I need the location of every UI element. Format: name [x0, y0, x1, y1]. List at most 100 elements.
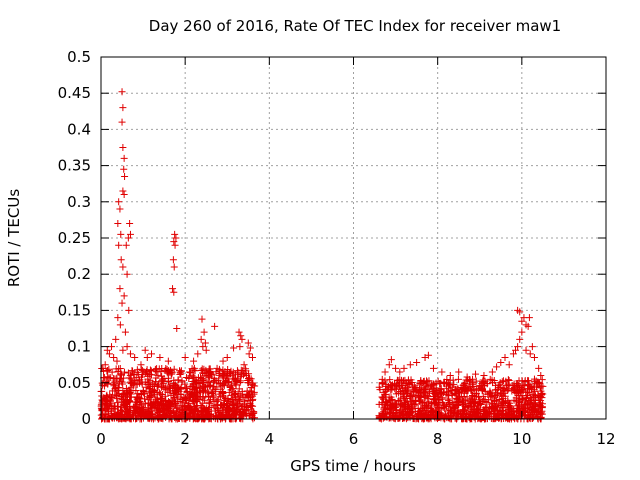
data-point: [224, 403, 232, 411]
data-point: [244, 376, 252, 384]
data-point: [231, 389, 239, 397]
data-point: [444, 388, 452, 396]
data-point: [487, 414, 495, 422]
data-point: [170, 376, 178, 384]
data-point: [116, 285, 124, 293]
data-point: [215, 371, 223, 379]
data-point: [423, 380, 431, 388]
data-point: [133, 366, 141, 374]
chart-title: Day 260 of 2016, Rate Of TEC Index for r…: [149, 17, 561, 35]
data-point: [173, 325, 181, 332]
data-point: [454, 401, 462, 409]
data-point: [191, 414, 199, 422]
data-point: [480, 372, 488, 380]
data-point: [158, 364, 166, 372]
data-point: [178, 377, 186, 385]
data-point: [467, 386, 475, 394]
data-point: [400, 364, 408, 372]
data-point: [387, 382, 395, 390]
data-point: [530, 375, 538, 383]
data-point: [223, 353, 231, 361]
data-point: [112, 335, 120, 343]
data-point: [171, 241, 179, 249]
data-point: [198, 365, 206, 373]
data-point: [198, 375, 206, 383]
data-point: [213, 383, 221, 391]
y-tick-label: 0.35: [58, 157, 91, 175]
data-point: [514, 343, 522, 351]
data-point: [217, 410, 225, 418]
y-tick-label: 0.2: [67, 265, 91, 283]
data-point: [469, 399, 477, 407]
data-point: [176, 397, 184, 405]
data-point: [114, 220, 122, 228]
data-point: [179, 399, 187, 407]
data-point: [215, 379, 223, 387]
data-point: [492, 386, 500, 394]
data-point: [522, 346, 530, 354]
y-tick-label: 0.4: [67, 120, 91, 138]
data-point: [123, 343, 131, 351]
data-point: [528, 414, 536, 422]
data-point: [139, 405, 147, 413]
data-point: [206, 400, 214, 408]
data-point: [461, 402, 469, 410]
data-point: [118, 407, 126, 415]
data-point: [395, 413, 403, 421]
data-point: [141, 400, 149, 408]
y-tick-label: 0.1: [67, 338, 91, 356]
data-point: [535, 378, 543, 386]
data-point: [434, 396, 442, 404]
data-point: [176, 370, 184, 378]
data-point: [196, 380, 204, 388]
data-point: [514, 397, 522, 405]
x-tick-label: 10: [512, 430, 531, 448]
data-point: [433, 408, 441, 416]
data-point: [128, 367, 136, 375]
x-tick-label: 12: [596, 430, 615, 448]
data-point: [101, 410, 109, 418]
data-point: [406, 361, 414, 369]
data-point: [113, 374, 121, 382]
data-point: [466, 382, 474, 390]
data-point: [230, 344, 238, 352]
data-point: [153, 382, 161, 390]
data-point: [213, 397, 221, 405]
data-point: [128, 379, 136, 387]
data-point: [118, 299, 126, 307]
data-point: [538, 394, 546, 402]
data-point: [509, 382, 517, 390]
data-point: [200, 328, 208, 336]
data-point: [218, 388, 226, 396]
data-point: [479, 378, 487, 386]
data-point: [416, 397, 424, 405]
data-point: [442, 410, 450, 418]
data-point: [400, 403, 408, 411]
data-point: [111, 387, 119, 395]
data-point: [108, 368, 116, 376]
data-point: [249, 382, 257, 390]
data-point: [524, 391, 532, 399]
data-point: [463, 373, 471, 381]
data-point: [466, 377, 474, 385]
data-point: [187, 406, 195, 414]
data-point: [195, 410, 203, 418]
data-point: [232, 414, 240, 422]
data-point: [459, 397, 467, 405]
data-point: [118, 88, 126, 96]
data-point: [510, 396, 518, 404]
data-point: [504, 380, 512, 388]
data-point: [416, 397, 424, 405]
data-point: [224, 407, 232, 415]
data-point: [206, 369, 214, 377]
data-point: [528, 343, 536, 351]
data-point: [219, 402, 227, 410]
data-point: [398, 410, 406, 418]
data-point: [170, 238, 178, 246]
data-point: [525, 408, 533, 416]
data-point: [496, 379, 504, 387]
data-point: [162, 385, 170, 393]
data-point: [380, 405, 388, 413]
grid: [101, 57, 606, 419]
data-point: [416, 379, 424, 387]
